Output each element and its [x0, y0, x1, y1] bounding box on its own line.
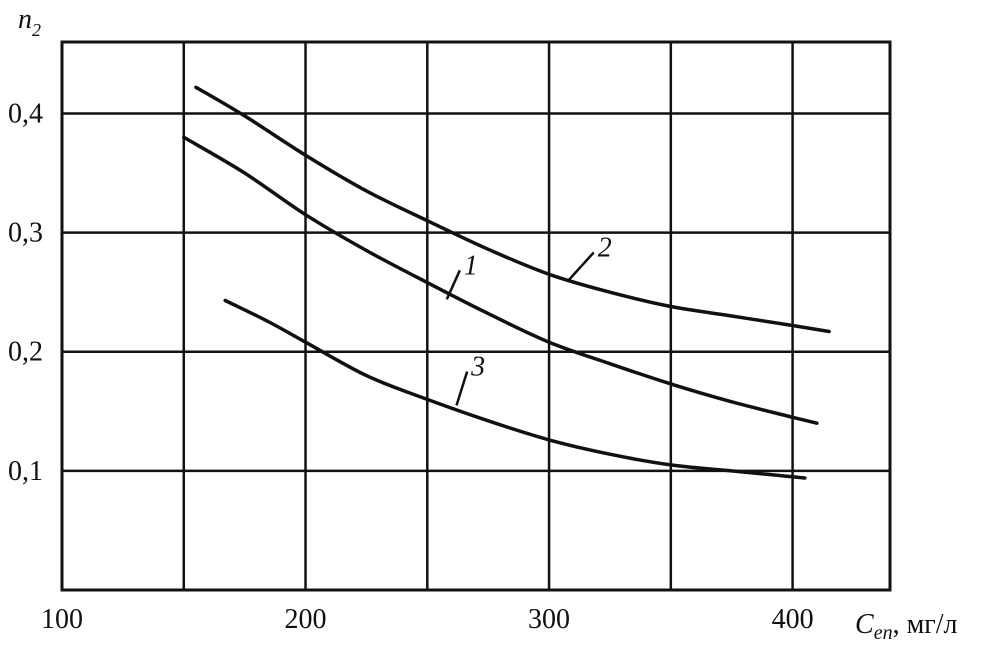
x-tick-label: 400 [772, 604, 814, 635]
label-layer: 100 200 300 400 0,1 0,2 0,3 0,4 1 2 3 [8, 98, 814, 635]
plot-frame [60, 40, 892, 592]
series-label-2: 2 [598, 232, 612, 263]
y-tick-label: 0,2 [8, 337, 43, 368]
series-label-3: 3 [470, 352, 485, 383]
series-leader-2 [567, 251, 595, 282]
y-tick-label: 0,1 [8, 456, 43, 487]
x-tick-label: 200 [285, 604, 327, 635]
series-leader-3 [455, 371, 469, 406]
series-label-1: 1 [464, 250, 478, 281]
series-leader-1 [445, 269, 461, 300]
curve-layer [182, 85, 831, 480]
grid-layer [62, 42, 890, 590]
x-tick-label: 300 [528, 604, 570, 635]
x-axis-label: Cеп, мг/л [855, 609, 958, 644]
series-line-2 [194, 85, 831, 334]
y-tick-label: 0,3 [8, 218, 43, 249]
series-line-3 [223, 298, 807, 480]
y-axis-label: n2 [18, 4, 41, 40]
x-tick-label: 100 [41, 604, 83, 635]
y-tick-label: 0,4 [8, 98, 43, 129]
series-line-1 [182, 135, 819, 425]
